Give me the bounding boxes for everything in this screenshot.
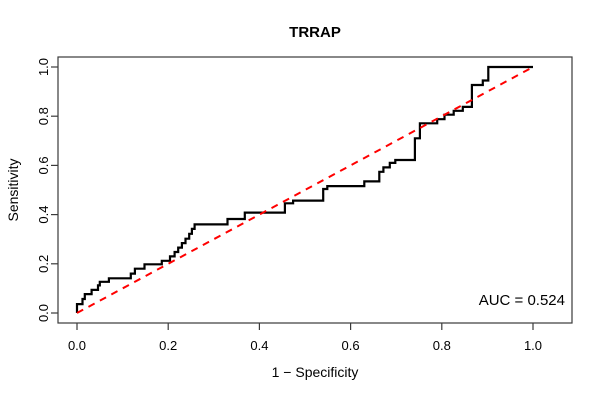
y-tick-label: 0.4 [36,206,51,224]
x-axis-label: 1 − Specificity [272,364,359,380]
x-tick-label: 1.0 [524,338,542,353]
y-tick-label: 0.6 [36,156,51,174]
x-tick-label: 0.8 [433,338,451,353]
y-tick-label: 1.0 [36,58,51,76]
x-tick-label: 0.2 [159,338,177,353]
chance-diagonal-line [76,66,534,314]
y-tick-label: 0.8 [36,107,51,125]
x-tick-label: 0.4 [250,338,268,353]
y-tick-label: 0.0 [36,304,51,322]
series-layer [75,65,534,314]
roc-curve-line [75,65,533,313]
y-tick-label: 0.2 [36,255,51,273]
y-axis: 0.0 0.2 0.4 0.6 0.8 1.0 [36,58,58,322]
x-tick-label: 0.0 [68,338,86,353]
y-axis-label: Sensitivity [5,158,21,221]
plot-border [57,56,573,324]
chart-title: TRRAP [289,24,341,41]
x-tick-label: 0.6 [342,338,360,353]
x-axis: 0.0 0.2 0.4 0.6 0.8 1.0 [68,323,542,353]
auc-annotation: AUC = 0.524 [479,292,565,309]
